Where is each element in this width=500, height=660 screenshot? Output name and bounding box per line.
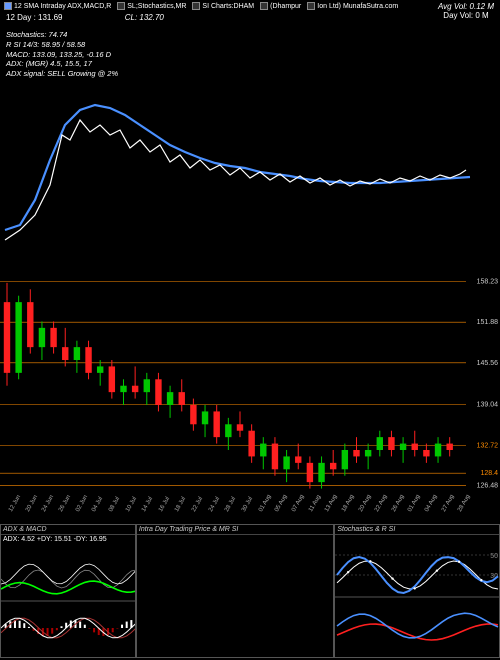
chart-container: 12 SMA Intraday ADX,MACD,R SL;Stochastics… bbox=[0, 0, 500, 660]
avg-vol: Avg Vol: 0.12 M bbox=[438, 2, 494, 11]
header-label: Ion Ltd) MunafaSutra.com bbox=[307, 2, 398, 11]
cl-label: CL: 132.70 bbox=[125, 13, 164, 22]
line-chart[interactable] bbox=[0, 80, 500, 250]
date-tick: 13 Aug bbox=[324, 494, 339, 513]
svg-text:151.88: 151.88 bbox=[477, 319, 499, 326]
date-axis: 12 Jun20 Jun24 Jun26 Jun02 Jun04 Jul 08 J… bbox=[0, 496, 500, 520]
date-tick: 10 Jul bbox=[125, 496, 138, 513]
date-tick: 22 Aug bbox=[374, 494, 389, 513]
svg-text:50: 50 bbox=[491, 553, 499, 560]
date-tick: 07 Aug bbox=[291, 494, 306, 513]
header-label: SI Charts:DHAM bbox=[192, 2, 254, 11]
date-tick: 26 Jun bbox=[58, 494, 72, 513]
date-tick: 22 Jul bbox=[191, 496, 204, 513]
date-tick: 14 Jul bbox=[141, 496, 154, 513]
date-tick: 24 Jun bbox=[41, 494, 55, 513]
indicator-block: Stochastics: 74.74 R SI 14/3: 58.95 / 58… bbox=[0, 28, 124, 81]
date-tick: 01 Aug bbox=[407, 494, 422, 513]
date-tick: 04 Aug bbox=[424, 494, 439, 513]
date-tick: 28 Jul bbox=[224, 496, 237, 513]
date-tick: 16 Jul bbox=[158, 496, 171, 513]
date-tick: 18 Aug bbox=[341, 494, 356, 513]
day-vol: Day Vol: 0 M bbox=[438, 11, 494, 20]
header-label: SL;Stochastics,MR bbox=[117, 2, 186, 11]
candle-chart[interactable]: 158.23 151.88 145.56 139.04 132.72 128.4 126.4… bbox=[0, 270, 500, 495]
adx-signal-line: ADX signal: SELL Growing @ 2% bbox=[6, 69, 118, 79]
svg-text:128.4: 128.4 bbox=[480, 470, 498, 477]
date-tick: 24 Jul bbox=[208, 496, 221, 513]
date-tick: 20 Aug bbox=[358, 494, 373, 513]
date-tick: 12 Jun bbox=[8, 494, 22, 513]
svg-text:158.23: 158.23 bbox=[477, 278, 499, 285]
date-tick: 20 Jun bbox=[25, 494, 39, 513]
bottom-panels: ADX & MACD ADX: 4.52 +DY: 15.51 -DY: 16.… bbox=[0, 524, 500, 658]
svg-text:139.04: 139.04 bbox=[477, 402, 499, 409]
top-labels: 12 SMA Intraday ADX,MACD,R SL;Stochastics… bbox=[0, 0, 500, 13]
date-tick: 18 Jul bbox=[174, 496, 187, 513]
stoch-panel-title: Stochastics & R SI bbox=[335, 525, 499, 535]
stoch-panel[interactable]: Stochastics & R SI 5030 bbox=[334, 524, 500, 658]
date-tick: 26 Aug bbox=[391, 494, 406, 513]
svg-text:132.72: 132.72 bbox=[477, 442, 499, 449]
intra-panel-title: Intra Day Trading Price & MR SI bbox=[137, 525, 333, 535]
date-tick: 08 Jul bbox=[108, 496, 121, 513]
date-tick: 30 Jul bbox=[241, 496, 254, 513]
rsi-line: R SI 14/3: 58.95 / 58.58 bbox=[6, 40, 118, 50]
stochastics-line: Stochastics: 74.74 bbox=[6, 30, 118, 40]
date-tick: 04 Jul bbox=[91, 496, 104, 513]
intra-panel[interactable]: Intra Day Trading Price & MR SI bbox=[136, 524, 334, 658]
adx-info: ADX: 4.52 +DY: 15.51 -DY: 16.95 bbox=[1, 535, 135, 544]
svg-text:126.48: 126.48 bbox=[477, 482, 499, 489]
date-tick: 11 Aug bbox=[308, 494, 322, 513]
date-tick: 02 Jun bbox=[75, 494, 89, 513]
date-tick: 28 Aug bbox=[457, 494, 472, 513]
sub-header: 12 Day : 131.69 CL: 132.70 bbox=[0, 13, 500, 22]
date-tick: 27 Aug bbox=[441, 494, 456, 513]
date-tick: 05 Aug bbox=[274, 494, 289, 513]
day-label: 12 Day : 131.69 bbox=[6, 13, 62, 22]
adx-macd-panel[interactable]: ADX & MACD ADX: 4.52 +DY: 15.51 -DY: 16.… bbox=[0, 524, 136, 658]
svg-text:145.56: 145.56 bbox=[477, 360, 499, 367]
adx-panel-title: ADX & MACD bbox=[1, 525, 135, 535]
header-right: Avg Vol: 0.12 M Day Vol: 0 M bbox=[438, 2, 494, 20]
header-label: 12 SMA Intraday ADX,MACD,R bbox=[4, 2, 111, 11]
date-tick: 01 Aug bbox=[258, 494, 273, 513]
adx-line: ADX: (MGR) 4.5, 15.5, 17 bbox=[6, 59, 118, 69]
macd-line: MACD: 133.09, 133.25, -0.16 D bbox=[6, 50, 118, 60]
header-label: (Dhampur bbox=[260, 2, 301, 11]
